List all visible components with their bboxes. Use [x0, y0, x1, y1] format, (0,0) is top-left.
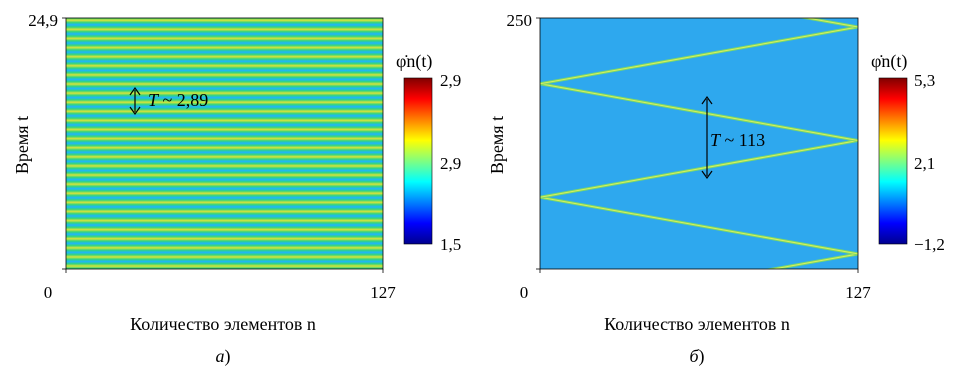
wave-front-segment [540, 83, 858, 141]
wave-front-segment [540, 26, 858, 85]
colorbar-tick-b-mid: 2,1 [914, 154, 935, 173]
colorbar-label-b: φ̇n(t) [871, 51, 907, 72]
x-axis-label-b: Количество элементов n [604, 314, 790, 334]
wave-front-segment [540, 196, 858, 255]
colorbar-a: φ̇n(t) 2,9 2,9 1,5 [396, 51, 461, 254]
y-axis-label-b: Время t [487, 116, 507, 174]
y-tick-label-a-top: 24,9 [28, 11, 58, 30]
colorbar-tick-a-mid: 2,9 [440, 154, 461, 173]
y-axis-label-a: Время t [12, 116, 32, 174]
x-tick-label-b-0: 0 [520, 283, 529, 302]
x-tick-label-b-127: 127 [845, 283, 871, 302]
colorbar-tick-a-top: 2,9 [440, 71, 461, 90]
colorbar-tick-b-top: 5,3 [914, 71, 935, 90]
svg-text:T ~ 2,89: T ~ 2,89 [148, 90, 208, 110]
panel-b: 250 0 127 Время t Количество элементов n… [487, 11, 945, 367]
colorbar-label-a: φ̇n(t) [396, 51, 432, 72]
y-tick-label-b-top: 250 [507, 11, 533, 30]
x-axis-label-a: Количество элементов n [130, 314, 316, 334]
period-annotation-a: T ~ 2,89 [129, 86, 208, 116]
colorbar-tick-b-bottom: −1,2 [914, 235, 945, 254]
wave-front-segment [770, 253, 858, 269]
wave-fronts-b [540, 18, 858, 269]
panel-label-a: а) [216, 346, 231, 367]
period-annotation-b: T ~ 113 [701, 95, 765, 180]
heatmap-a [66, 18, 383, 269]
x-tick-label-a-127: 127 [370, 283, 396, 302]
svg-text:T ~ 113: T ~ 113 [710, 130, 765, 150]
panel-label-b: б) [689, 346, 704, 367]
wave-front-segment [540, 139, 858, 198]
panel-a: 24,9 0 127 Время t Количество элементов … [12, 11, 461, 367]
x-tick-label-a-0: 0 [44, 283, 53, 302]
heatmap-b [540, 18, 858, 269]
colorbar-b: φ̇n(t) 5,3 2,1 −1,2 [871, 51, 945, 254]
colorbar-tick-a-bottom: 1,5 [440, 235, 461, 254]
